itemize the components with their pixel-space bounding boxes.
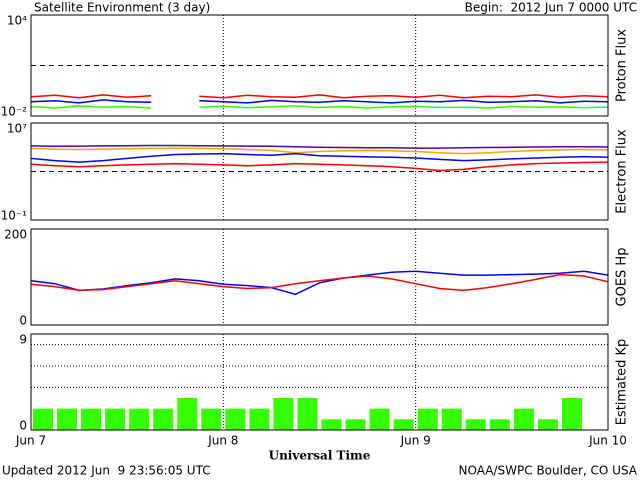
kp-bar xyxy=(321,419,342,430)
kp-bar xyxy=(249,408,270,430)
x-axis-title: Universal Time xyxy=(269,449,371,463)
series-line xyxy=(30,152,609,163)
chart-title: Satellite Environment (3 day) xyxy=(34,1,210,15)
series-line xyxy=(30,147,609,155)
x-tick-label: Jun 10 xyxy=(588,434,627,448)
y-tick-label: 200 xyxy=(4,228,27,242)
kp-bar xyxy=(153,408,174,430)
y-tick-label: 10⁻¹ xyxy=(1,209,28,223)
kp-bar xyxy=(225,408,246,430)
kp-bar xyxy=(81,408,102,430)
kp-bar xyxy=(441,408,462,430)
x-tick-label: Jun 9 xyxy=(400,434,431,448)
kp-bar xyxy=(297,398,318,430)
y-tick-label: 0 xyxy=(19,314,27,328)
kp-bar xyxy=(369,408,390,430)
kp-bar xyxy=(513,408,534,430)
kp-bar xyxy=(105,408,126,430)
kp-bar xyxy=(201,408,222,430)
kp-bar xyxy=(33,408,54,430)
panel-frame xyxy=(30,333,609,431)
kp-bar xyxy=(57,408,78,430)
y-axis-title: Estimated Kp xyxy=(615,339,630,426)
kp-bar xyxy=(489,419,510,430)
series-line xyxy=(30,144,609,149)
y-tick-label: 10⁻² xyxy=(1,105,28,119)
y-tick-label: 10⁷ xyxy=(7,122,27,136)
credit-label: NOAA/SWPC Boulder, CO USA xyxy=(459,464,638,478)
panel-frame xyxy=(30,14,609,117)
y-axis-title: GOES Hp xyxy=(615,248,630,307)
kp-bar xyxy=(537,419,558,430)
series-line xyxy=(30,270,609,296)
kp-bar xyxy=(273,398,294,430)
kp-bar xyxy=(345,419,366,430)
y-axis-title: Proton Flux xyxy=(615,29,630,102)
panel-frame xyxy=(30,228,609,326)
x-tick-label: Jun 7 xyxy=(15,434,46,448)
series-line xyxy=(30,99,609,104)
y-tick-label: 9 xyxy=(19,333,27,347)
kp-bar xyxy=(177,398,198,430)
y-tick-label: 10⁴ xyxy=(7,14,27,28)
x-tick-label: Jun 8 xyxy=(207,434,238,448)
y-axis-title: Electron Flux xyxy=(615,129,630,214)
kp-bar xyxy=(561,398,582,430)
begin-label: Begin: 2012 Jun 7 0000 UTC xyxy=(465,1,637,15)
series-line xyxy=(30,273,609,292)
kp-bar xyxy=(417,408,438,430)
kp-bar xyxy=(129,408,150,430)
updated-label: Updated 2012 Jun 9 23:56:05 UTC xyxy=(2,464,211,478)
series-line xyxy=(30,105,609,109)
panel-frame xyxy=(30,122,609,221)
series-line xyxy=(30,161,609,172)
y-tick-label: 0 xyxy=(19,419,27,433)
kp-bar xyxy=(465,419,486,430)
kp-bar xyxy=(393,419,414,430)
series-line xyxy=(30,94,609,99)
